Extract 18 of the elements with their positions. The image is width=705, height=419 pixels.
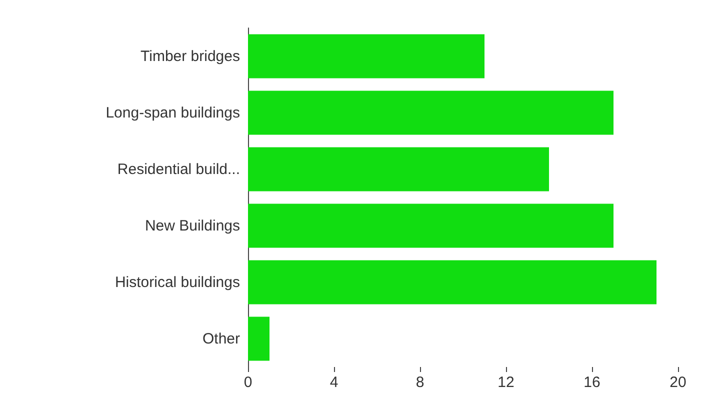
y-tick-label: Other: [202, 330, 240, 348]
x-tick-label: 8: [416, 374, 424, 391]
bar: [248, 204, 614, 248]
x-tick-label: 0: [244, 374, 252, 391]
y-tick-label: Long-span buildings: [106, 104, 240, 122]
bar: [248, 34, 484, 78]
x-tick-label: 4: [330, 374, 338, 391]
y-tick-label: Timber bridges: [140, 48, 240, 65]
y-tick-label: New Buildings: [144, 217, 240, 234]
x-tick-label: 20: [670, 374, 686, 391]
x-tick-label: 16: [584, 374, 600, 391]
x-tick-label: 12: [498, 374, 514, 391]
y-tick-label: Historical buildings: [114, 274, 240, 291]
bar: [248, 90, 614, 135]
bar: [248, 147, 549, 192]
y-tick-label: Residential build...: [117, 160, 240, 178]
bar: [248, 316, 270, 361]
bar: [248, 260, 656, 304]
